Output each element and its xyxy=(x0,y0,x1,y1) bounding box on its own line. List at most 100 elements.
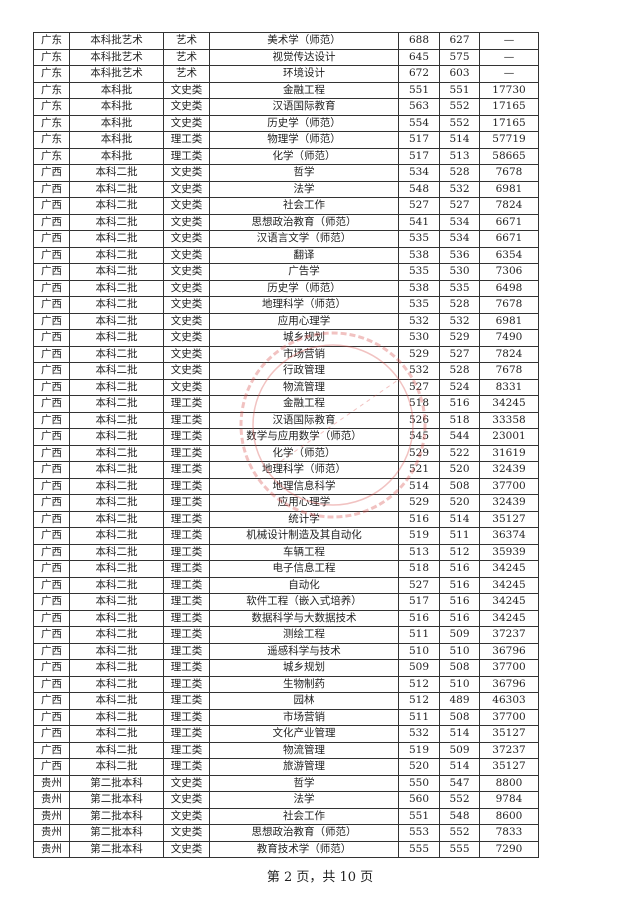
cell-max-score: 541 xyxy=(398,213,440,231)
cell-category: 理工类 xyxy=(163,708,210,726)
table-row: 贵州 第二批本科 文史类 社会工作 551 548 8600 xyxy=(33,807,539,825)
cell-batch: 本科二批 xyxy=(69,444,164,462)
cell-max-score: 512 xyxy=(398,675,440,693)
table-row: 广东 本科批艺术 艺术 环境设计 672 603— xyxy=(33,65,539,83)
table-row: 广西 本科二批 理工类 遥感科学与技术 510 510 36796 xyxy=(33,642,539,660)
cell-max-score: 529 xyxy=(398,444,440,462)
cell-min-score: 528 xyxy=(439,362,480,380)
cell-max-score: 527 xyxy=(398,378,440,396)
table-row: 广西 本科二批 理工类 化学（师范） 529 522 31619 xyxy=(33,444,539,462)
cell-major: 化学（师范） xyxy=(209,147,399,165)
cell-province: 广西 xyxy=(33,428,70,446)
table-row: 广西 本科二批 文史类 地理科学（师范） 535 528 7678 xyxy=(33,296,539,314)
cell-province: 广西 xyxy=(33,692,70,710)
cell-batch: 本科二批 xyxy=(69,560,164,578)
cell-max-score: 532 xyxy=(398,312,440,330)
cell-major: 哲学 xyxy=(209,774,399,792)
cell-category: 文史类 xyxy=(163,840,210,858)
cell-major: 遥感科学与技术 xyxy=(209,642,399,660)
cell-category: 理工类 xyxy=(163,593,210,611)
cell-category: 文史类 xyxy=(163,81,210,99)
cell-category: 理工类 xyxy=(163,560,210,578)
cell-batch: 本科二批 xyxy=(69,312,164,330)
cell-min-score: 532 xyxy=(439,312,480,330)
cell-min-score: 516 xyxy=(439,609,480,627)
cell-major: 旅游管理 xyxy=(209,758,399,776)
table-row: 广西 本科二批 文史类 翻译 538 536 6354 xyxy=(33,246,539,264)
cell-max-score: 548 xyxy=(398,180,440,198)
cell-max-score: 645 xyxy=(398,48,440,66)
table-row: 广东 本科批 文史类 金融工程 551 551 17730 xyxy=(33,81,539,99)
cell-major: 应用心理学 xyxy=(209,312,399,330)
table-row: 广西 本科二批 文史类 法学 548 532 6981 xyxy=(33,180,539,198)
cell-min-score: 516 xyxy=(439,560,480,578)
cell-major: 机械设计制造及其自动化 xyxy=(209,527,399,545)
cell-batch: 本科批 xyxy=(69,81,164,99)
cell-batch: 本科二批 xyxy=(69,164,164,182)
cell-category: 理工类 xyxy=(163,494,210,512)
cell-min-rank: 6671 xyxy=(479,230,539,248)
cell-batch: 第二批本科 xyxy=(69,791,164,809)
cell-min-score: 516 xyxy=(439,395,480,413)
cell-min-score: 547 xyxy=(439,774,480,792)
cell-min-rank: 36796 xyxy=(479,675,539,693)
table-row: 广西 本科二批 理工类 市场营销 511 508 37700 xyxy=(33,708,539,726)
cell-province: 广西 xyxy=(33,296,70,314)
cell-max-score: 545 xyxy=(398,428,440,446)
table-row: 广西 本科二批 理工类 城乡规划 509 508 37700 xyxy=(33,659,539,677)
cell-category: 文史类 xyxy=(163,246,210,264)
cell-max-score: 560 xyxy=(398,791,440,809)
cell-province: 广西 xyxy=(33,263,70,281)
cell-min-score: 603 xyxy=(439,65,480,83)
cell-major: 化学（师范） xyxy=(209,444,399,462)
cell-max-score: 532 xyxy=(398,725,440,743)
cell-province: 广西 xyxy=(33,279,70,297)
cell-min-rank: 6981 xyxy=(479,312,539,330)
cell-major: 软件工程（嵌入式培养） xyxy=(209,593,399,611)
cell-min-score: 518 xyxy=(439,411,480,429)
cell-category: 文史类 xyxy=(163,807,210,825)
cell-category: 艺术 xyxy=(163,48,210,66)
cell-min-rank: 7678 xyxy=(479,362,539,380)
cell-min-score: 524 xyxy=(439,378,480,396)
cell-major: 金融工程 xyxy=(209,81,399,99)
cell-min-rank: 37237 xyxy=(479,741,539,759)
cell-province: 贵州 xyxy=(33,840,70,858)
cell-max-score: 511 xyxy=(398,708,440,726)
cell-category: 文史类 xyxy=(163,824,210,842)
cell-min-score: 532 xyxy=(439,180,480,198)
cell-batch: 第二批本科 xyxy=(69,824,164,842)
cell-min-rank: 9784 xyxy=(479,791,539,809)
cell-province: 广西 xyxy=(33,725,70,743)
cell-min-rank: 36374 xyxy=(479,527,539,545)
cell-min-rank: 7290 xyxy=(479,840,539,858)
cell-min-rank: — xyxy=(479,48,539,66)
table-row: 广西 本科二批 文史类 市场营销 529 527 7824 xyxy=(33,345,539,363)
cell-batch: 本科二批 xyxy=(69,230,164,248)
cell-min-score: 575 xyxy=(439,48,480,66)
table-row: 广西 本科二批 理工类 自动化 527 516 34245 xyxy=(33,576,539,594)
table-row: 贵州 第二批本科 文史类 思想政治教育（师范） 553 552 7833 xyxy=(33,824,539,842)
cell-category: 艺术 xyxy=(163,65,210,83)
cell-max-score: 538 xyxy=(398,279,440,297)
cell-min-score: 527 xyxy=(439,197,480,215)
cell-max-score: 517 xyxy=(398,147,440,165)
cell-major: 社会工作 xyxy=(209,807,399,825)
cell-min-rank: 7490 xyxy=(479,329,539,347)
cell-min-rank: 7833 xyxy=(479,824,539,842)
cell-batch: 本科批 xyxy=(69,131,164,149)
cell-major: 物流管理 xyxy=(209,741,399,759)
cell-major: 城乡规划 xyxy=(209,329,399,347)
cell-max-score: 510 xyxy=(398,642,440,660)
cell-province: 广西 xyxy=(33,197,70,215)
cell-min-rank: 7678 xyxy=(479,296,539,314)
cell-category: 文史类 xyxy=(163,197,210,215)
cell-batch: 本科二批 xyxy=(69,543,164,561)
cell-province: 广西 xyxy=(33,642,70,660)
cell-batch: 本科二批 xyxy=(69,527,164,545)
table-row: 广西 本科二批 理工类 旅游管理 520 514 35127 xyxy=(33,758,539,776)
cell-category: 理工类 xyxy=(163,543,210,561)
cell-batch: 本科二批 xyxy=(69,609,164,627)
cell-max-score: 513 xyxy=(398,543,440,561)
cell-province: 广西 xyxy=(33,659,70,677)
